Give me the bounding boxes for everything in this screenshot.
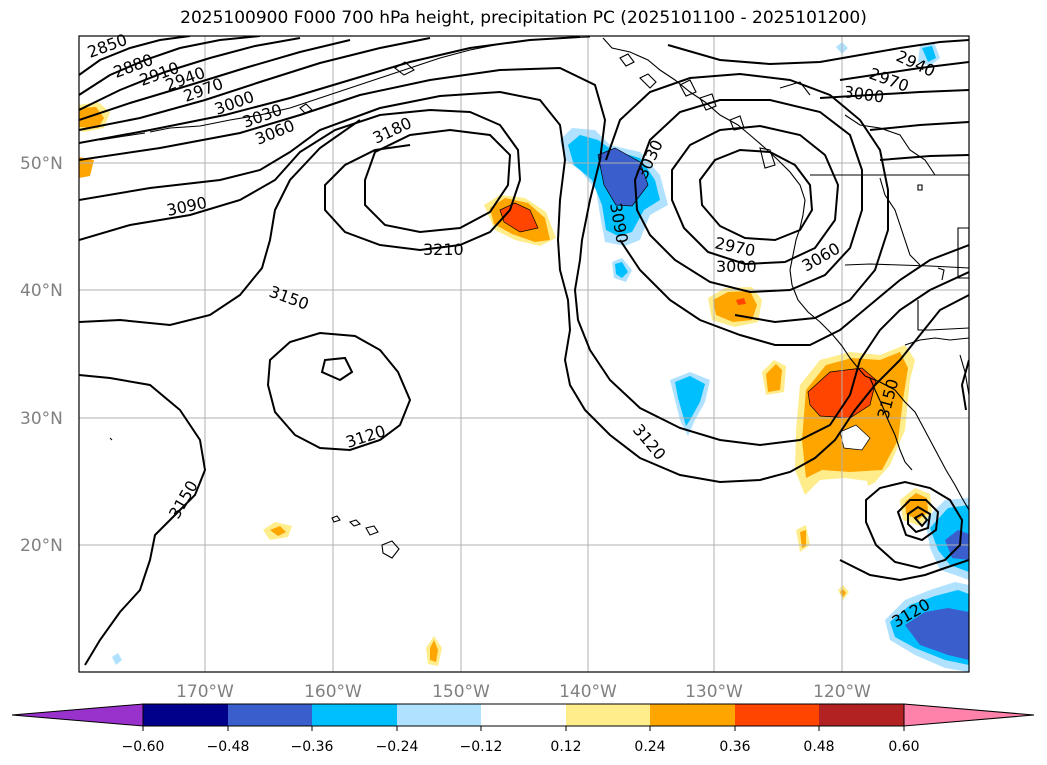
contour-label: 3150 xyxy=(267,282,312,314)
colorbar-segment xyxy=(312,704,397,726)
lat-tick-label: 50°N xyxy=(20,154,63,174)
contour-label: 3060 xyxy=(799,239,844,276)
colorbar-tick-labels: −0.60 −0.48 −0.36 −0.24 −0.12 0.12 0.24 … xyxy=(122,739,920,755)
lat-tick-label: 30°N xyxy=(20,409,63,429)
lon-tick-label: 170°W xyxy=(176,682,234,702)
contour-label: 3150 xyxy=(165,477,202,522)
contour-label: 3180 xyxy=(370,113,415,147)
contour-labels: 2850 2880 2910 2940 2970 3000 3030 3060 … xyxy=(85,30,938,631)
colorbar-tick-label: 0.12 xyxy=(550,739,581,755)
coastlines xyxy=(99,36,969,559)
colorbar-tick-label: 0.36 xyxy=(719,739,750,755)
lon-tick-label: 120°W xyxy=(813,682,871,702)
colorbar: −0.60 −0.48 −0.36 −0.24 −0.12 0.12 0.24 … xyxy=(11,703,1035,755)
lat-tick-label: 20°N xyxy=(20,536,63,556)
colorbar-tick-label: −0.36 xyxy=(291,739,334,755)
colorbar-tick-label: −0.48 xyxy=(207,739,250,755)
colorbar-segment xyxy=(397,704,481,726)
graticule xyxy=(79,36,969,672)
plot-frame xyxy=(78,35,970,673)
colorbar-tick-label: 0.48 xyxy=(803,739,834,755)
lon-tick-labels: 170°W 160°W 150°W 140°W 130°W 120°W xyxy=(176,682,871,702)
colorbar-segment xyxy=(566,704,650,726)
colorbar-segment xyxy=(481,704,566,726)
contour-label: 3120 xyxy=(343,421,388,452)
colorbar-tick-label: −0.12 xyxy=(460,739,503,755)
colorbar-segment xyxy=(819,704,904,726)
colorbar-ticks xyxy=(142,726,905,731)
contour-label: 3000 xyxy=(716,257,757,276)
contour-label: 3090 xyxy=(165,193,209,220)
height-contours xyxy=(79,36,969,666)
map-title: 2025100900 F000 700 hPa height, precipit… xyxy=(180,8,867,28)
lon-tick-label: 140°W xyxy=(559,682,617,702)
lat-tick-labels: 50°N 40°N 30°N 20°N xyxy=(20,154,63,556)
contour-label: 3120 xyxy=(629,420,670,463)
colorbar-extend-high xyxy=(903,703,1035,727)
lon-tick-label: 150°W xyxy=(432,682,490,702)
colorbar-tick-label: −0.60 xyxy=(122,739,165,755)
lat-tick-label: 40°N xyxy=(20,281,63,301)
colorbar-tick-label: 0.60 xyxy=(888,739,919,755)
colorbar-segment xyxy=(143,704,228,726)
colorbar-segment xyxy=(735,704,819,726)
colorbar-segment xyxy=(228,704,312,726)
colorbar-segment xyxy=(650,704,735,726)
contour-label: 3210 xyxy=(423,240,464,259)
precip-shading xyxy=(79,42,969,672)
precip-outlines xyxy=(499,147,877,451)
colorbar-tick-label: −0.24 xyxy=(376,739,419,755)
colorbar-tick-label: 0.24 xyxy=(634,739,665,755)
lon-tick-label: 160°W xyxy=(304,682,362,702)
lon-tick-label: 130°W xyxy=(685,682,743,702)
colorbar-extend-low xyxy=(11,703,144,727)
